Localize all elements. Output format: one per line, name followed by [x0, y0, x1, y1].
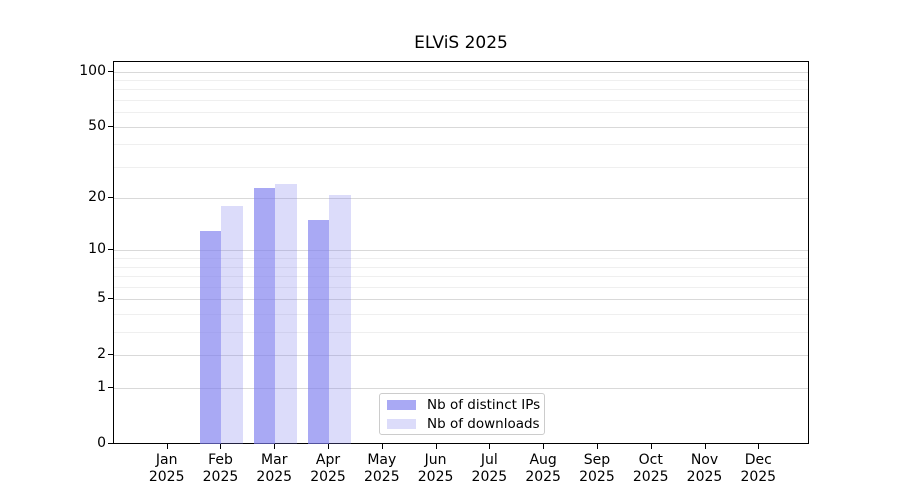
x-tick-label: Aug 2025 [511, 452, 575, 486]
legend: Nb of distinct IPs Nb of downloads [379, 393, 545, 435]
y-tick-label: 5 [97, 290, 106, 307]
gridline-major [114, 250, 808, 252]
x-tick-label: May 2025 [350, 452, 414, 486]
y-tick-label: 1 [97, 378, 106, 395]
gridline-major [114, 387, 808, 389]
gridline-minor [114, 276, 808, 278]
y-tick-label: 20 [88, 189, 106, 206]
legend-label-downloads: Nb of downloads [427, 415, 540, 432]
gridline-minor [114, 100, 808, 102]
x-tick-month: Oct [638, 452, 663, 468]
gridline-minor [114, 266, 808, 268]
x-tick-label: Apr 2025 [296, 452, 360, 486]
legend-swatch-ips [387, 399, 416, 410]
bar-ips-mar [253, 187, 276, 444]
bar-downloads-feb [221, 206, 243, 444]
y-tick [108, 125, 113, 127]
x-tick-year: 2025 [310, 469, 346, 485]
x-tick-label: Oct 2025 [619, 452, 683, 486]
y-tick-label: 0 [97, 434, 106, 451]
gridline-minor [114, 112, 808, 114]
x-tick-month: May [367, 452, 397, 468]
x-tick [543, 444, 545, 449]
x-tick [220, 444, 222, 449]
x-tick-year: 2025 [632, 469, 669, 485]
x-tick-month: Jul [480, 452, 498, 468]
bar-ips-apr [307, 220, 330, 444]
legend-swatch-downloads [387, 418, 416, 429]
y-tick-label: 50 [88, 117, 106, 134]
x-tick-month: Dec [744, 452, 772, 468]
y-tick [108, 354, 113, 356]
gridline-minor [114, 286, 808, 288]
x-tick-label: Feb 2025 [188, 452, 252, 486]
x-tick-month: Mar [261, 452, 288, 468]
y-tick [108, 197, 113, 199]
gridline-major [114, 355, 808, 357]
plot-area [113, 61, 809, 444]
x-tick-year: 2025 [417, 469, 454, 485]
x-tick-year: 2025 [579, 469, 615, 485]
x-tick-month: Jan [155, 452, 178, 468]
x-tick-year: 2025 [686, 469, 723, 485]
x-tick-year: 2025 [202, 469, 239, 485]
x-tick [596, 444, 598, 449]
gridline-minor [114, 166, 808, 168]
x-tick [328, 444, 330, 449]
gridline-major [114, 71, 808, 73]
x-tick-month: Sep [583, 452, 611, 468]
gridline-minor [114, 331, 808, 333]
x-tick [166, 444, 168, 449]
x-tick [650, 444, 652, 449]
bar-downloads-mar [275, 184, 297, 444]
x-tick-label: Jul 2025 [457, 452, 521, 486]
x-tick-month: Aug [529, 452, 557, 468]
y-tick [108, 249, 113, 251]
x-tick [381, 444, 383, 449]
x-tick-label: Jan 2025 [135, 452, 199, 486]
x-tick-year: 2025 [148, 469, 185, 485]
x-tick [489, 444, 491, 449]
x-tick-year: 2025 [525, 469, 561, 485]
x-tick-label: Sep 2025 [565, 452, 629, 486]
gridline-major [114, 299, 808, 301]
x-tick [704, 444, 706, 449]
legend-row-downloads: Nb of downloads [387, 416, 544, 432]
legend-label-ips: Nb of distinct IPs [427, 396, 541, 413]
x-tick-label: Mar 2025 [242, 452, 306, 486]
x-tick-month: Feb [208, 452, 233, 468]
x-tick-year: 2025 [363, 469, 400, 485]
chart-title: ELViS 2025 [414, 33, 508, 53]
gridline-minor [114, 144, 808, 146]
bar-downloads-apr [329, 194, 351, 444]
x-tick [758, 444, 760, 449]
x-tick-year: 2025 [471, 469, 508, 485]
y-tick-label: 10 [88, 241, 106, 258]
y-tick [108, 70, 113, 72]
x-tick-label: Dec 2025 [726, 452, 790, 486]
bar-ips-feb [199, 230, 222, 444]
x-tick-month: Jun [424, 452, 447, 468]
x-tick-year: 2025 [256, 469, 293, 485]
x-tick-month: Nov [690, 452, 719, 468]
gridline-major [114, 198, 808, 200]
x-tick-year: 2025 [740, 469, 777, 485]
x-tick [435, 444, 437, 449]
y-tick [108, 298, 113, 300]
gridline-minor [114, 258, 808, 260]
y-tick-label: 100 [79, 62, 106, 79]
gridline-minor [114, 89, 808, 91]
gridline-major [114, 126, 808, 128]
gridline-minor [114, 313, 808, 315]
x-tick-label: Nov 2025 [673, 452, 737, 486]
x-tick-month: Apr [315, 452, 341, 468]
y-tick-label: 2 [97, 346, 106, 363]
y-tick [108, 442, 113, 444]
x-tick [274, 444, 276, 449]
x-tick-label: Jun 2025 [404, 452, 468, 486]
gridline-minor [114, 80, 808, 82]
y-tick [108, 386, 113, 388]
legend-row-ips: Nb of distinct IPs [387, 397, 544, 413]
